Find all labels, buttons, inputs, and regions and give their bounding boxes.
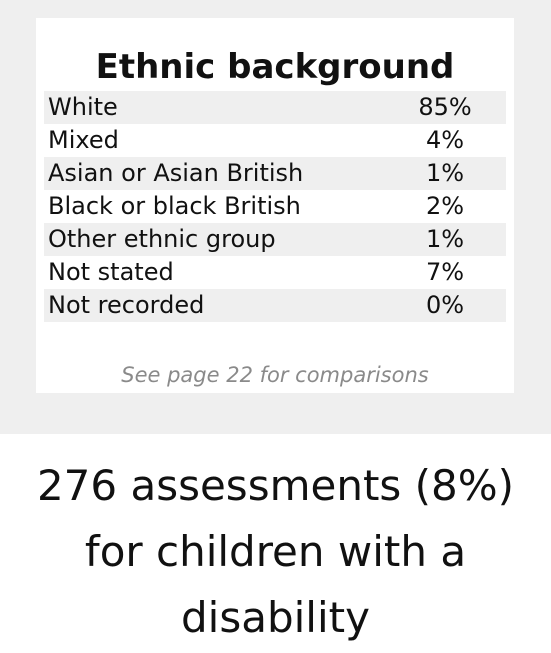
ethnicity-label: Not recorded xyxy=(48,291,205,319)
table-row: Mixed 4% xyxy=(44,124,506,157)
table-row: Other ethnic group 1% xyxy=(44,223,506,256)
disability-assessments-card: 276 assessments (8%) for children with a… xyxy=(0,434,551,653)
table-row: Not recorded 0% xyxy=(44,289,506,322)
ethnicity-label: White xyxy=(48,93,118,121)
ethnicity-percentage: 2% xyxy=(425,192,465,220)
ethnicity-percentage: 1% xyxy=(425,159,465,187)
ethnicity-label: Mixed xyxy=(48,126,119,154)
ethnic-background-title: Ethnic background xyxy=(95,47,455,87)
ethnic-background-table: White 85% Mixed 4% Asian or Asian Britis… xyxy=(44,91,506,322)
table-row: White 85% xyxy=(44,91,506,124)
comparison-note: See page 22 for comparisons xyxy=(121,363,429,387)
table-row: Black or black British 2% xyxy=(44,190,506,223)
ethnicity-label: Other ethnic group xyxy=(48,225,276,253)
table-row: Asian or Asian British 1% xyxy=(44,157,506,190)
ethnicity-label: Black or black British xyxy=(48,192,301,220)
disability-assessments-statement: 276 assessments (8%) for children with a… xyxy=(0,453,551,651)
ethnicity-label: Asian or Asian British xyxy=(48,159,304,187)
statement-line: disability xyxy=(181,593,370,642)
table-row: Not stated 7% xyxy=(44,256,506,289)
ethnicity-percentage: 7% xyxy=(425,258,465,286)
ethnicity-label: Not stated xyxy=(48,258,174,286)
ethnicity-percentage: 4% xyxy=(425,126,465,154)
statement-line: 276 assessments (8%) xyxy=(36,461,515,510)
ethnic-background-card: Ethnic background White 85% Mixed 4% Asi… xyxy=(36,18,514,393)
ethnicity-percentage: 85% xyxy=(418,93,472,121)
statement-line: for children with a xyxy=(84,527,467,576)
ethnicity-percentage: 1% xyxy=(425,225,465,253)
ethnicity-percentage: 0% xyxy=(425,291,465,319)
